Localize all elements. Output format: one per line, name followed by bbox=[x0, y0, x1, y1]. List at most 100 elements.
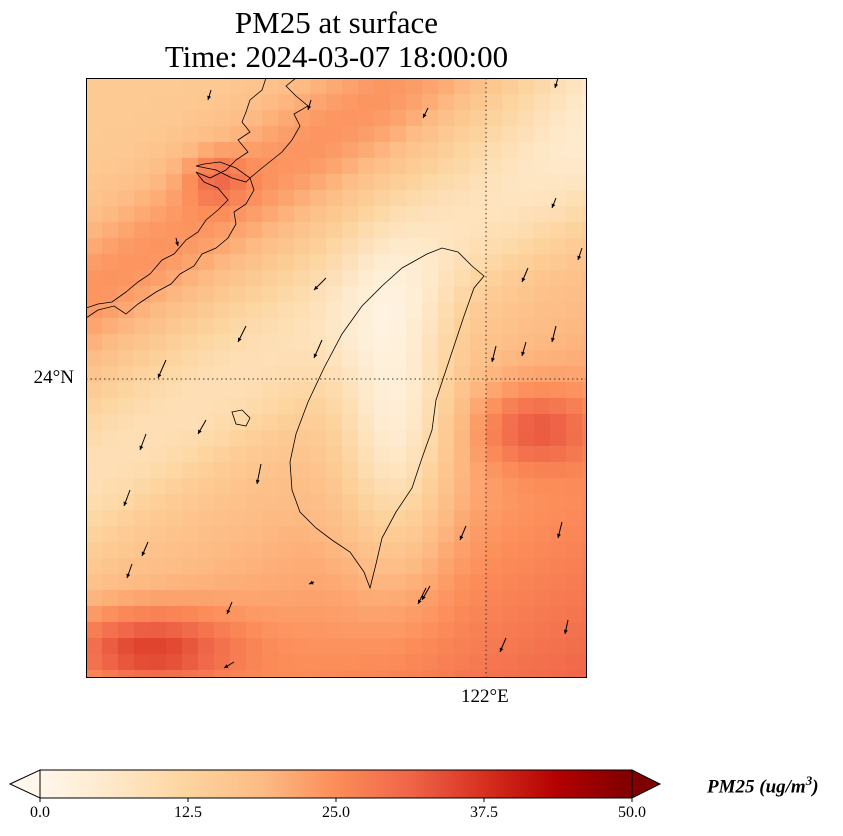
pm25-cell bbox=[246, 110, 263, 127]
pm25-cell bbox=[486, 574, 503, 591]
pm25-cell bbox=[582, 350, 587, 367]
pm25-cell bbox=[166, 238, 183, 255]
pm25-cell bbox=[214, 238, 231, 255]
pm25-cell bbox=[502, 174, 519, 191]
pm25-cell bbox=[326, 190, 343, 207]
pm25-cell bbox=[230, 590, 247, 607]
pm25-cell bbox=[582, 494, 587, 511]
pm25-cell bbox=[518, 382, 535, 399]
pm25-cell bbox=[358, 270, 375, 287]
pm25-cell bbox=[86, 190, 103, 207]
pm25-cell bbox=[134, 510, 151, 527]
pm25-cell bbox=[246, 430, 263, 447]
pm25-cell bbox=[486, 622, 503, 639]
pm25-cell bbox=[150, 654, 167, 671]
pm25-cell bbox=[262, 318, 279, 335]
pm25-cell bbox=[358, 302, 375, 319]
pm25-cell bbox=[374, 334, 391, 351]
pm25-cell bbox=[166, 462, 183, 479]
pm25-cell bbox=[454, 174, 471, 191]
pm25-cell bbox=[438, 254, 455, 271]
pm25-cell bbox=[470, 158, 487, 175]
pm25-cell bbox=[102, 478, 119, 495]
wind-arrow bbox=[551, 325, 557, 343]
pm25-cell bbox=[310, 254, 327, 271]
pm25-cell bbox=[534, 206, 551, 223]
pm25-cell bbox=[326, 110, 343, 127]
pm25-cell bbox=[134, 78, 151, 95]
pm25-cell bbox=[86, 238, 103, 255]
map-panel[interactable] bbox=[86, 78, 587, 678]
pm25-cell bbox=[182, 206, 199, 223]
pm25-cell bbox=[118, 542, 135, 559]
pm25-cell bbox=[262, 574, 279, 591]
pm25-cell bbox=[342, 526, 359, 543]
pm25-cell bbox=[374, 110, 391, 127]
pm25-cell bbox=[390, 462, 407, 479]
pm25-cell bbox=[502, 638, 519, 655]
pm25-cell bbox=[438, 126, 455, 143]
pm25-cell bbox=[294, 238, 311, 255]
pm25-cell bbox=[550, 606, 567, 623]
pm25-cell bbox=[486, 590, 503, 607]
pm25-cell bbox=[518, 430, 535, 447]
pm25-cell bbox=[550, 622, 567, 639]
pm25-cell bbox=[182, 462, 199, 479]
pm25-cell bbox=[326, 622, 343, 639]
pm25-cell bbox=[518, 366, 535, 383]
pm25-cell bbox=[310, 318, 327, 335]
pm25-cell bbox=[310, 110, 327, 127]
pm25-cell bbox=[454, 78, 471, 95]
pm25-cell bbox=[198, 606, 215, 623]
pm25-cell bbox=[182, 174, 199, 191]
pm25-cell bbox=[566, 638, 583, 655]
pm25-cell bbox=[166, 606, 183, 623]
pm25-cell bbox=[566, 158, 583, 175]
pm25-cell bbox=[550, 638, 567, 655]
pm25-cell bbox=[374, 238, 391, 255]
pm25-cell bbox=[150, 302, 167, 319]
pm25-cell bbox=[134, 398, 151, 415]
pm25-cell bbox=[374, 190, 391, 207]
pm25-cell bbox=[86, 286, 103, 303]
pm25-cell bbox=[150, 254, 167, 271]
pm25-cell bbox=[358, 590, 375, 607]
pm25-cell bbox=[118, 286, 135, 303]
pm25-cell bbox=[374, 670, 391, 678]
pm25-cell bbox=[198, 286, 215, 303]
pm25-cell bbox=[150, 430, 167, 447]
small-island-coastline bbox=[231, 409, 251, 427]
pm25-cell bbox=[454, 238, 471, 255]
pm25-cell bbox=[534, 286, 551, 303]
pm25-cell bbox=[166, 510, 183, 527]
pm25-cell bbox=[566, 366, 583, 383]
pm25-cell bbox=[310, 142, 327, 159]
pm25-cell bbox=[86, 606, 103, 623]
pm25-cell bbox=[342, 494, 359, 511]
wind-arrow bbox=[139, 433, 147, 451]
pm25-cell bbox=[262, 526, 279, 543]
pm25-cell bbox=[550, 382, 567, 399]
pm25-cell bbox=[518, 318, 535, 335]
pm25-cell bbox=[134, 158, 151, 175]
pm25-cell bbox=[198, 334, 215, 351]
pm25-cell bbox=[486, 606, 503, 623]
pm25-cell bbox=[406, 78, 423, 95]
pm25-cell bbox=[182, 446, 199, 463]
pm25-cell bbox=[390, 574, 407, 591]
pm25-cell bbox=[262, 478, 279, 495]
pm25-cell bbox=[86, 542, 103, 559]
pm25-cell bbox=[534, 414, 551, 431]
pm25-cell bbox=[310, 606, 327, 623]
pm25-cell bbox=[246, 606, 263, 623]
pm25-cell bbox=[278, 158, 295, 175]
pm25-cell bbox=[230, 78, 247, 95]
pm25-cell bbox=[230, 638, 247, 655]
pm25-cell bbox=[342, 478, 359, 495]
pm25-cell bbox=[454, 398, 471, 415]
pm25-cell bbox=[198, 366, 215, 383]
pm25-cell bbox=[358, 462, 375, 479]
pm25-cell bbox=[582, 398, 587, 415]
pm25-cell bbox=[102, 446, 119, 463]
pm25-cell bbox=[358, 526, 375, 543]
